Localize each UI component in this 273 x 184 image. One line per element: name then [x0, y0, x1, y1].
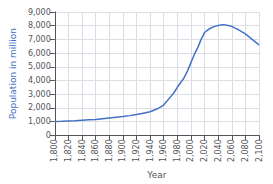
svg-text:8,000: 8,000 — [28, 21, 51, 30]
svg-text:2,000: 2,000 — [28, 103, 51, 112]
svg-text:2,100: 2,100 — [255, 139, 264, 162]
svg-text:1,820: 1,820 — [64, 139, 73, 162]
svg-text:1,920: 1,920 — [132, 139, 141, 162]
svg-text:5,000: 5,000 — [28, 62, 51, 71]
svg-text:2,040: 2,040 — [214, 139, 223, 162]
svg-text:1,840: 1,840 — [78, 139, 87, 162]
svg-text:1,960: 1,960 — [159, 139, 168, 162]
svg-text:6,000: 6,000 — [28, 49, 51, 58]
svg-text:9,000: 9,000 — [28, 8, 51, 17]
svg-text:2,020: 2,020 — [200, 139, 209, 162]
svg-text:2,080: 2,080 — [241, 139, 250, 162]
svg-text:1,860: 1,860 — [91, 139, 100, 162]
svg-text:4,000: 4,000 — [28, 76, 51, 85]
svg-text:Year: Year — [146, 170, 166, 180]
svg-text:2,000: 2,000 — [186, 139, 195, 162]
svg-text:1,880: 1,880 — [105, 139, 114, 162]
svg-text:1,980: 1,980 — [173, 139, 182, 162]
svg-text:Population in million: Population in million — [8, 28, 18, 119]
svg-text:7,000: 7,000 — [28, 35, 51, 44]
svg-text:1,800: 1,800 — [50, 139, 59, 162]
svg-text:3,000: 3,000 — [28, 90, 51, 99]
svg-text:1,900: 1,900 — [118, 139, 127, 162]
svg-text:1,000: 1,000 — [28, 117, 51, 126]
svg-text:1,940: 1,940 — [146, 139, 155, 162]
svg-text:0: 0 — [46, 131, 51, 140]
svg-text:2,060: 2,060 — [227, 139, 236, 162]
